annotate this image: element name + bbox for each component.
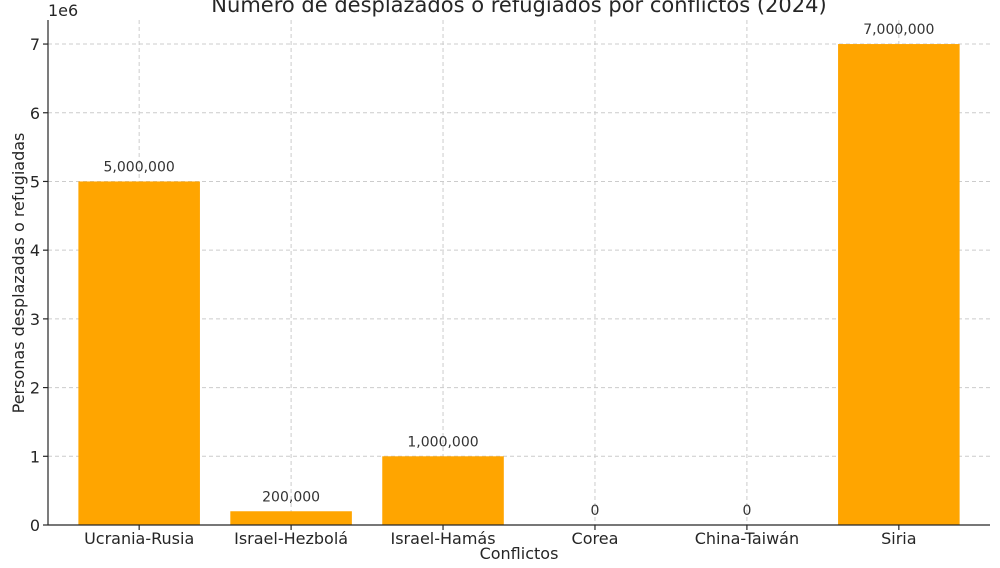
x-tick-label-5: Siria: [881, 529, 916, 548]
bar-5: [838, 44, 960, 526]
data-label-3: 0: [591, 503, 600, 519]
bars: [78, 44, 960, 526]
bar-0: [78, 181, 200, 525]
data-labels: 5,000,000 200,000 1,000,000 0 0 7,000,000: [104, 22, 935, 519]
data-label-1: 200,000: [262, 489, 320, 505]
axes-spines: [47, 20, 990, 526]
bar-2: [382, 456, 504, 525]
y-tick-label-1: 1: [30, 447, 40, 466]
x-tick-label-4: China-Taiwán: [695, 529, 799, 548]
x-tick-label-0: Ucrania-Rusia: [84, 529, 194, 548]
bar-1: [230, 511, 352, 525]
chart-title: Número de desplazados o refugiados por c…: [211, 0, 826, 17]
ticks: 0 1 2 3 4 5 6 7 Ucrania-Rusia Israel-Hezbolá Israe…: [30, 35, 917, 548]
x-tick-label-1: Israel-Hezbolá: [234, 529, 348, 548]
data-label-2: 1,000,000: [407, 434, 478, 450]
data-label-4: 0: [742, 503, 751, 519]
y-tick-label-2: 2: [30, 379, 40, 398]
x-axis-label: Conflictos: [480, 544, 559, 563]
x-tick-label-2: Israel-Hamás: [391, 529, 496, 548]
y-tick-label-7: 7: [30, 35, 40, 54]
y-axis-label: Personas desplazadas o refugiadas: [9, 133, 28, 414]
y-axis-offset-label: 1e6: [48, 1, 78, 20]
x-tick-label-3: Corea: [572, 529, 619, 548]
y-tick-label-6: 6: [30, 104, 40, 123]
y-tick-label-3: 3: [30, 310, 40, 329]
data-label-5: 7,000,000: [863, 22, 934, 38]
y-tick-label-0: 0: [30, 516, 40, 535]
y-tick-label-5: 5: [30, 172, 40, 191]
y-tick-label-4: 4: [30, 241, 40, 260]
data-label-0: 5,000,000: [104, 159, 175, 175]
